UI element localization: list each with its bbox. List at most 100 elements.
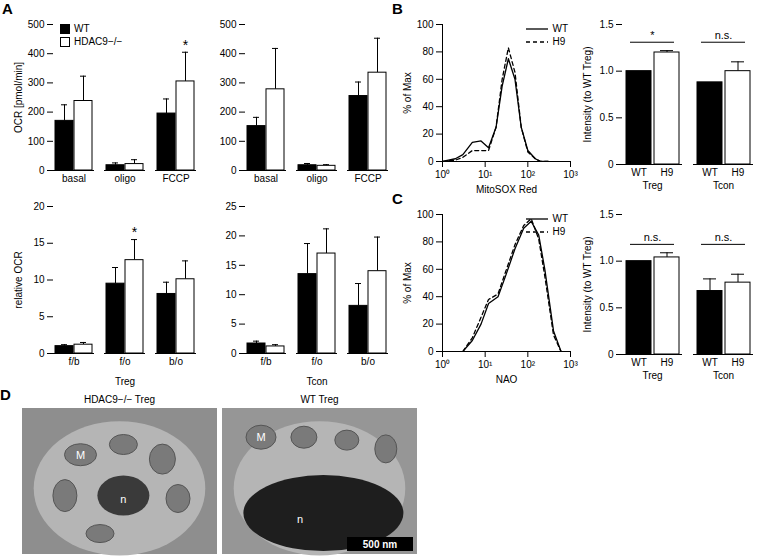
svg-text:Treg: Treg — [115, 376, 135, 387]
svg-text:oligo: oligo — [306, 173, 328, 184]
svg-text:WT: WT — [702, 357, 718, 368]
svg-text:Intensity (to WT Treg): Intensity (to WT Treg) — [582, 47, 593, 143]
svg-text:40: 40 — [422, 101, 434, 112]
svg-text:5: 5 — [231, 318, 237, 329]
svg-text:10¹: 10¹ — [478, 169, 493, 180]
svg-text:Tcon: Tcon — [713, 370, 734, 381]
svg-text:20: 20 — [33, 201, 45, 212]
svg-text:10²: 10² — [521, 169, 536, 180]
svg-text:500 nm: 500 nm — [363, 539, 398, 550]
svg-text:400: 400 — [28, 48, 45, 59]
svg-text:0.5: 0.5 — [600, 112, 614, 123]
svg-text:Intensity (to WT Treg): Intensity (to WT Treg) — [582, 237, 593, 333]
svg-text:% of Max: % of Max — [402, 262, 413, 304]
svg-text:n: n — [120, 493, 126, 505]
svg-text:1.0: 1.0 — [600, 255, 614, 266]
svg-text:relative OCR: relative OCR — [13, 251, 24, 308]
svg-text:oligo: oligo — [114, 173, 136, 184]
svg-text:300: 300 — [28, 77, 45, 88]
svg-text:0: 0 — [39, 348, 45, 359]
svg-text:M: M — [256, 431, 265, 443]
svg-text:b/o: b/o — [361, 356, 375, 367]
svg-text:25: 25 — [225, 201, 237, 212]
svg-text:Tcon: Tcon — [306, 376, 327, 387]
svg-text:Tcon: Tcon — [713, 180, 734, 191]
svg-text:n.s.: n.s. — [715, 29, 733, 41]
svg-text:10³: 10³ — [563, 169, 578, 180]
svg-text:*: * — [183, 37, 189, 53]
svg-text:0: 0 — [39, 165, 45, 176]
svg-text:15: 15 — [33, 237, 45, 248]
svg-text:NAO: NAO — [496, 374, 518, 385]
svg-text:b/o: b/o — [169, 356, 183, 367]
svg-text:10²: 10² — [521, 359, 536, 370]
svg-text:n.s.: n.s. — [715, 231, 733, 243]
svg-text:HDAC9−/− Treg: HDAC9−/− Treg — [84, 394, 155, 405]
svg-text:n: n — [297, 513, 303, 525]
svg-text:1.0: 1.0 — [600, 65, 614, 76]
svg-text:100: 100 — [417, 19, 434, 30]
svg-text:60: 60 — [422, 264, 434, 275]
svg-text:5: 5 — [39, 311, 45, 322]
html-text:WT: WT — [74, 23, 90, 34]
svg-text:0: 0 — [428, 346, 434, 357]
svg-text:M: M — [76, 449, 85, 461]
svg-text:200: 200 — [220, 106, 237, 117]
svg-text:WT Treg: WT Treg — [300, 394, 338, 405]
svg-text:n.s.: n.s. — [644, 231, 662, 243]
svg-text:100: 100 — [28, 136, 45, 147]
svg-text:MitoSOX Red: MitoSOX Red — [476, 184, 537, 195]
svg-text:Treg: Treg — [642, 370, 662, 381]
svg-text:300: 300 — [220, 77, 237, 88]
svg-text:10: 10 — [225, 289, 237, 300]
svg-text:10⁰: 10⁰ — [435, 169, 450, 180]
svg-text:80: 80 — [422, 236, 434, 247]
svg-text:0.5: 0.5 — [600, 302, 614, 313]
svg-text:FCCP: FCCP — [162, 173, 190, 184]
svg-text:60: 60 — [422, 74, 434, 85]
svg-text:20: 20 — [225, 230, 237, 241]
svg-text:80: 80 — [422, 46, 434, 57]
svg-text:15: 15 — [225, 260, 237, 271]
svg-text:WT: WT — [631, 167, 647, 178]
svg-text:*: * — [650, 29, 655, 41]
svg-text:100: 100 — [417, 209, 434, 220]
html-text:HDAC9−/−: HDAC9−/− — [74, 36, 123, 47]
svg-text:0: 0 — [231, 348, 237, 359]
svg-text:H9: H9 — [732, 357, 745, 368]
svg-text:10⁰: 10⁰ — [435, 359, 450, 370]
svg-text:0: 0 — [608, 349, 614, 360]
svg-text:f/b: f/b — [260, 356, 272, 367]
svg-text:10³: 10³ — [563, 359, 578, 370]
svg-text:200: 200 — [28, 106, 45, 117]
svg-text:0: 0 — [231, 165, 237, 176]
svg-text:100: 100 — [220, 136, 237, 147]
svg-text:10¹: 10¹ — [478, 359, 493, 370]
svg-text:WT: WT — [631, 357, 647, 368]
svg-text:500: 500 — [220, 19, 237, 30]
svg-text:20: 20 — [422, 318, 434, 329]
svg-text:f/b: f/b — [68, 356, 80, 367]
svg-text:basal: basal — [254, 173, 278, 184]
svg-text:basal: basal — [62, 173, 86, 184]
svg-text:OCR [pmol/min]: OCR [pmol/min] — [13, 62, 24, 133]
svg-text:H9: H9 — [732, 167, 745, 178]
svg-text:f/o: f/o — [311, 356, 323, 367]
svg-text:H9: H9 — [661, 167, 674, 178]
svg-text:10: 10 — [33, 274, 45, 285]
svg-text:400: 400 — [220, 48, 237, 59]
svg-text:WT: WT — [702, 167, 718, 178]
svg-text:1.5: 1.5 — [600, 209, 614, 220]
svg-text:0: 0 — [608, 159, 614, 170]
svg-text:20: 20 — [422, 128, 434, 139]
svg-text:1.5: 1.5 — [600, 19, 614, 30]
svg-text:FCCP: FCCP — [354, 173, 382, 184]
svg-text:0: 0 — [428, 156, 434, 167]
svg-text:% of Max: % of Max — [402, 72, 413, 114]
svg-text:*: * — [132, 224, 138, 240]
svg-text:f/o: f/o — [119, 356, 131, 367]
svg-text:40: 40 — [422, 291, 434, 302]
svg-text:H9: H9 — [661, 357, 674, 368]
svg-text:500: 500 — [28, 19, 45, 30]
svg-text:Treg: Treg — [642, 180, 662, 191]
